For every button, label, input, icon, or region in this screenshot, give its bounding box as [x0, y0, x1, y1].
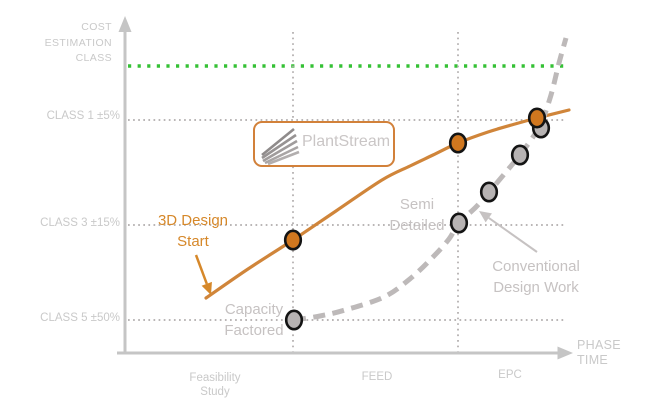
x-axis-arrowhead: [557, 346, 573, 360]
x-axis-title-line: PHASE: [577, 338, 621, 352]
logo-stripe: [261, 133, 297, 160]
x-axis-title: PHASE TIME: [577, 338, 621, 368]
logo-stripe: [261, 127, 295, 157]
logo-stripe: [264, 145, 299, 165]
annotation-line: Semi: [399, 196, 435, 213]
conventional-design-marker-2: [449, 212, 469, 234]
annotation-line: Capacity: [224, 301, 284, 318]
plantstream-3d-design-marker-2: [448, 132, 468, 154]
annotation-line: Conventional: [492, 258, 580, 275]
logo-stripe: [267, 150, 300, 165]
y-axis-title-line: COST: [81, 21, 112, 33]
x-tick-feasibility-study: Feasibility Study: [175, 371, 255, 399]
annotation-line: Design Work: [493, 279, 579, 296]
conventional-design-marker-3: [479, 181, 499, 203]
annotation-conventional-design-work: Conventional Design Work: [474, 256, 598, 298]
x-tick-line: Feasibility: [189, 372, 241, 384]
y-tick-class-1: CLASS 1 ±5%: [46, 110, 120, 122]
annotation-line: Start: [177, 233, 209, 250]
annotation-line: Factored: [224, 322, 284, 339]
conventional-design-marker-1: [284, 309, 304, 331]
conventional-arrow-head: [479, 211, 492, 223]
annotation-semi-detailed: Semi Detailed: [365, 194, 469, 236]
logo-stripe: [262, 139, 298, 163]
plantstream-3d-design-marker-1: [283, 229, 303, 251]
conventional-design-marker-4: [510, 144, 530, 166]
y-tick-class-3: CLASS 3 ±15%: [40, 217, 120, 229]
x-axis-title-line: TIME: [577, 353, 609, 367]
annotation-line: Detailed: [389, 217, 445, 234]
plantstream-logo-text: PlantStream: [302, 133, 391, 150]
x-tick-epc: EPC: [498, 369, 522, 381]
y-axis-arrowhead: [118, 16, 132, 32]
plantstream-logo-box: PlantStream: [253, 121, 395, 167]
y-tick-class-5: CLASS 5 ±50%: [40, 312, 120, 324]
y-axis-title-line: ESTIMATION: [44, 36, 112, 49]
conventional-arrow-shaft: [488, 217, 538, 253]
y-axis-title: COST ESTIMATION CLASS: [6, 20, 112, 67]
plantstream-logo-mark: [261, 127, 300, 165]
x-tick-line: Study: [200, 386, 230, 398]
annotation-line: 3D Design: [157, 212, 229, 229]
y-axis-title-line: CLASS: [75, 52, 112, 64]
x-tick-feed: FEED: [361, 371, 393, 383]
plantstream-3d-design-marker-3: [527, 107, 547, 129]
design-start-arrow-shaft: [194, 254, 208, 285]
design-start-arrow-head: [201, 281, 212, 295]
annotation-3d-design-start: 3D Design Start: [141, 210, 245, 252]
annotation-capacity-factored: Capacity Factored: [204, 299, 304, 341]
